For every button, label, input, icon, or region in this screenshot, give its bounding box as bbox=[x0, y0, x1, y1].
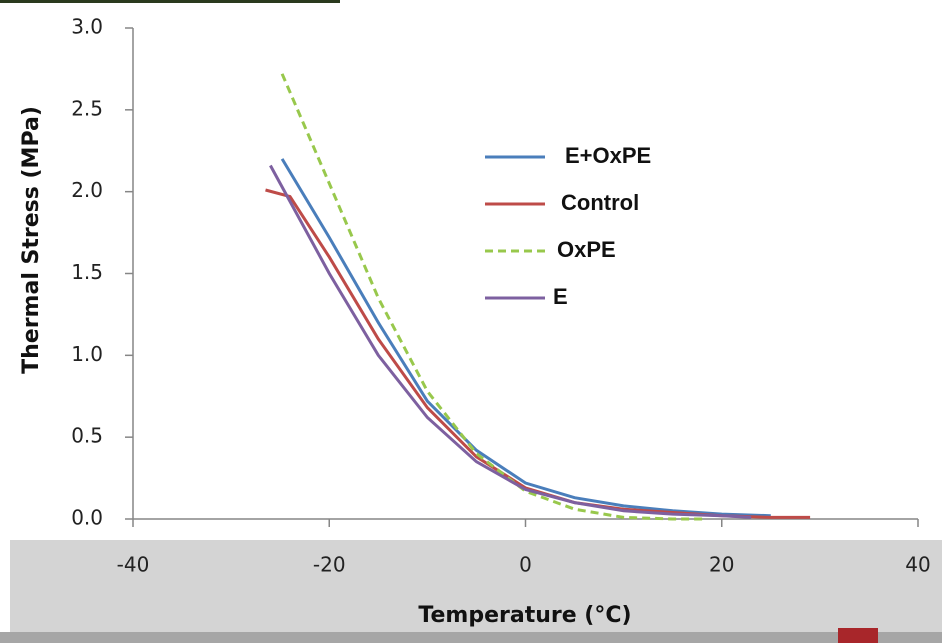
x-tick-label: 40 bbox=[905, 553, 930, 577]
x-tick-label: 20 bbox=[709, 553, 734, 577]
series-line bbox=[269, 164, 752, 519]
x-axis-label: Temperature (°C) bbox=[418, 603, 631, 628]
legend-label: E bbox=[553, 284, 568, 309]
footer-bar bbox=[0, 632, 942, 643]
y-tick-label: 0.0 bbox=[71, 506, 103, 530]
x-tick-label: 0 bbox=[519, 553, 532, 577]
series-line bbox=[280, 73, 703, 521]
photo-strip bbox=[0, 0, 340, 3]
y-axis-label: Thermal Stress (MPa) bbox=[19, 106, 44, 374]
y-tick-label: 2.0 bbox=[71, 178, 103, 202]
y-tick-label: 0.5 bbox=[71, 424, 103, 448]
y-tick-label: 2.5 bbox=[71, 96, 103, 120]
y-tick-label: 1.0 bbox=[71, 342, 103, 366]
x-tick-label: -20 bbox=[313, 553, 346, 577]
series-line bbox=[280, 158, 771, 518]
y-tick-label: 1.5 bbox=[71, 260, 103, 284]
legend-label: E+OxPE bbox=[565, 143, 651, 168]
x-tick-label: -40 bbox=[117, 553, 150, 577]
logo bbox=[838, 628, 878, 643]
legend-label: Control bbox=[561, 190, 639, 215]
y-tick-label: 3.0 bbox=[71, 15, 103, 39]
footer-band bbox=[10, 540, 942, 632]
legend-label: OxPE bbox=[557, 237, 616, 262]
